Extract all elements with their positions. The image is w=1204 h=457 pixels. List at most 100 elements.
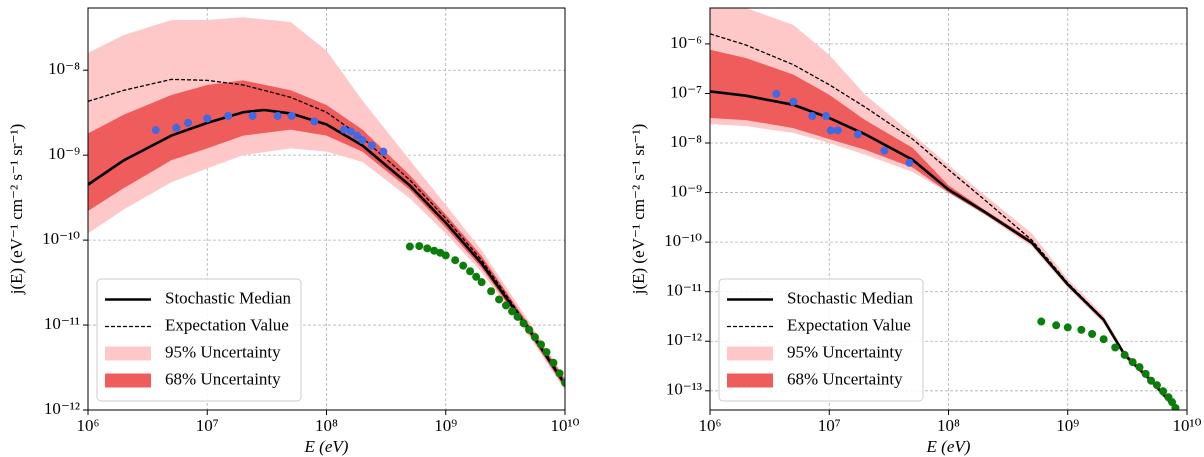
data-point (203, 114, 212, 123)
data-point (1063, 323, 1072, 332)
data-point (1128, 358, 1137, 367)
y-tick-label: 10⁻⁹ (48, 144, 80, 163)
legend-label: Expectation Value (165, 315, 289, 334)
data-point (826, 126, 835, 135)
data-point (430, 246, 439, 255)
data-point (1052, 321, 1061, 330)
data-point (358, 136, 367, 145)
data-point (472, 272, 481, 281)
x-axis-label: E (eV) (926, 437, 971, 456)
axes-frame (87, 7, 566, 411)
data-point (310, 117, 319, 126)
data-point (405, 242, 414, 251)
y-tick-label: 10⁻⁸ (670, 132, 702, 151)
data-point (537, 340, 546, 349)
data-point (542, 348, 551, 357)
legend-label: 95% Uncertainty (787, 342, 903, 361)
y-tick-label: 10⁻⁸ (48, 59, 80, 78)
y-tick-label: 10⁻¹¹ (44, 314, 80, 333)
data-point (477, 278, 486, 287)
data-point (1159, 387, 1168, 396)
uncertainty-band (710, 49, 1176, 410)
data-point (501, 301, 510, 310)
legend-label: Stochastic Median (165, 288, 292, 307)
data-point (508, 307, 517, 316)
data-point (853, 130, 862, 139)
legend-swatch (105, 346, 151, 361)
data-point (525, 325, 534, 334)
data-point (905, 158, 914, 167)
uncertainty-band (88, 80, 565, 389)
x-tick-label: 10⁸ (315, 416, 338, 435)
data-point (346, 127, 355, 136)
data-point (1171, 403, 1180, 410)
legend-swatch (727, 346, 773, 361)
y-tick-label: 10⁻⁹ (670, 181, 702, 200)
data-point (1141, 369, 1150, 378)
data-point (1037, 317, 1046, 326)
data-point (880, 146, 889, 155)
x-tick-label: 10¹⁰ (551, 416, 580, 435)
plot-area (710, 8, 1180, 410)
data-point (151, 126, 160, 135)
x-tick-label: 10⁹ (434, 416, 457, 435)
line (710, 90, 1177, 409)
data-point (513, 312, 522, 321)
data-point (1077, 325, 1086, 334)
y-tick-label: 10⁻¹³ (666, 380, 702, 399)
y-tick-label: 10⁻¹¹ (666, 281, 702, 300)
legend: Stochastic Median Expectation Value 95% Un… (96, 278, 302, 402)
line (88, 78, 565, 383)
data-point (808, 112, 817, 121)
data-point (172, 123, 181, 132)
y-axis-label: j(E) (eV⁻¹ cm⁻² s⁻¹ sr⁻¹) (629, 124, 648, 296)
x-axis-label: E (eV) (304, 437, 349, 456)
y-tick-label: 10⁻⁶ (670, 33, 702, 52)
data-point (549, 358, 558, 367)
y-tick-label: 10⁻⁷ (670, 82, 702, 101)
data-point (1152, 381, 1161, 390)
data-point (822, 112, 831, 121)
x-tick-label: 10⁶ (77, 416, 100, 435)
data-point (1147, 376, 1156, 385)
data-point (561, 378, 565, 387)
legend-label: 68% Uncertainty (787, 369, 903, 388)
data-point (423, 244, 432, 253)
line (88, 108, 565, 386)
data-point (287, 111, 296, 120)
legend-label: Stochastic Median (787, 288, 914, 307)
axes-frame (709, 7, 1188, 411)
x-tick-label: 10⁷ (196, 416, 219, 435)
legend-label: Expectation Value (787, 315, 911, 334)
panel: 10⁶ 10⁷ 10⁸ 10⁹ 10¹⁰ 10⁻¹² 10⁻¹¹ 10⁻¹⁰ 10⁻⁹ 10⁻⁸ E… (7, 7, 580, 456)
plot-area (88, 17, 565, 391)
data-point (466, 267, 475, 276)
data-point (789, 97, 798, 106)
x-tick-label: 10¹⁰ (1173, 416, 1202, 435)
x-tick-label: 10⁹ (1056, 416, 1079, 435)
legend-label: 95% Uncertainty (165, 342, 281, 361)
data-point (1135, 363, 1144, 372)
data-point (1168, 398, 1177, 407)
y-tick-label: 10⁻¹² (44, 399, 80, 418)
legend-swatch (727, 373, 773, 388)
x-tick-label: 10⁶ (699, 416, 722, 435)
data-point (495, 295, 504, 304)
data-point (415, 242, 424, 251)
y-tick-label: 10⁻¹⁰ (664, 231, 702, 250)
data-point (352, 131, 361, 140)
data-point (451, 256, 460, 265)
data-point (833, 126, 842, 135)
line (710, 33, 1176, 409)
legend-swatch (105, 373, 151, 388)
data-point (555, 369, 564, 378)
data-point (441, 251, 450, 260)
data-point (1120, 350, 1129, 359)
data-point (273, 111, 282, 120)
panel: 10⁶ 10⁷ 10⁸ 10⁹ 10¹⁰ 10⁻¹³ 10⁻¹² 10⁻¹¹ 10⁻¹⁰ 10⁻⁹… (629, 7, 1202, 456)
legend: Stochastic Median Expectation Value 95% Un… (718, 278, 924, 402)
data-point (379, 147, 388, 156)
x-tick-label: 10⁷ (818, 416, 841, 435)
